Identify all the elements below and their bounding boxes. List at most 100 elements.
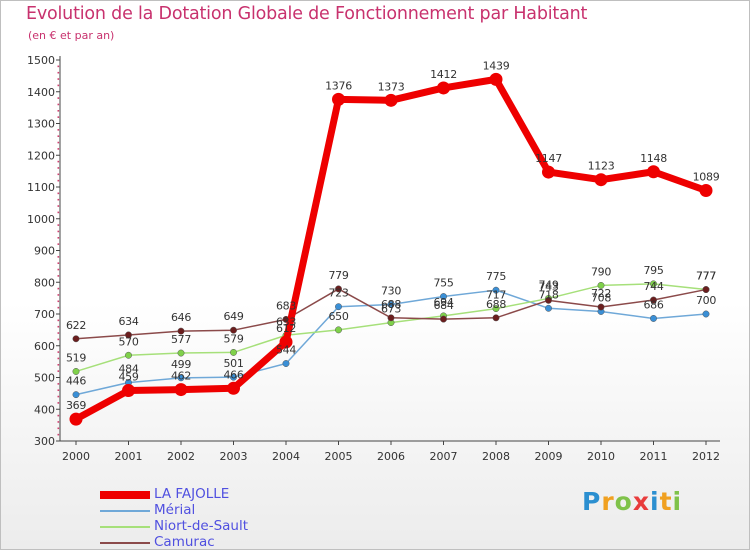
y-tick-label: 300 — [34, 435, 55, 448]
y-minor-tick — [57, 351, 60, 353]
y-tick-label: 900 — [34, 245, 55, 258]
data-point-la-fajolle — [489, 72, 503, 86]
y-minor-tick — [57, 402, 60, 404]
y-tick-label: 400 — [34, 403, 55, 416]
x-tick-label: 2005 — [325, 450, 353, 463]
y-minor-tick — [57, 160, 60, 163]
data-label-la-fajolle: 612 — [276, 322, 296, 335]
data-point-camurac — [177, 327, 185, 335]
data-label-m-rial: 544 — [276, 344, 296, 357]
data-label-camurac: 634 — [118, 315, 138, 328]
y-minor-tick — [57, 173, 60, 176]
data-point-niort-de-sault — [597, 281, 605, 289]
y-tick-label: 1300 — [27, 118, 55, 131]
y-minor-tick — [57, 427, 60, 430]
data-point-la-fajolle — [279, 335, 293, 349]
data-label-niort-de-sault: 673 — [381, 303, 401, 316]
data-point-m-rial — [335, 303, 342, 311]
y-minor-tick — [57, 237, 60, 239]
y-minor-tick — [57, 135, 60, 137]
data-point-la-fajolle — [699, 183, 713, 197]
x-tick-label: 2009 — [535, 450, 563, 463]
data-point-la-fajolle — [122, 384, 135, 398]
data-label-camurac: 684 — [433, 299, 453, 312]
data-point-m-rial — [545, 304, 552, 312]
data-label-niort-de-sault: 777 — [696, 270, 716, 283]
x-tick-label: 2006 — [377, 450, 405, 463]
data-point-niort-de-sault — [335, 326, 342, 334]
legend-label: LA FAJOLLE — [154, 486, 230, 502]
proxiti-logo: Proxiti — [582, 487, 683, 516]
data-point-la-fajolle — [437, 81, 450, 95]
data-point-camurac — [492, 314, 500, 322]
x-tick-label: 2011 — [640, 450, 668, 463]
data-label-m-rial: 686 — [643, 298, 663, 311]
y-minor-tick — [57, 383, 60, 385]
y-minor-tick — [57, 205, 60, 207]
data-point-m-rial — [72, 391, 80, 399]
legend-label: Niort-de-Sault — [154, 518, 249, 534]
y-tick-label: 1500 — [27, 54, 55, 67]
legend-label: Camurac — [154, 534, 215, 550]
data-point-m-rial — [387, 301, 395, 308]
x-tick-label: 2007 — [430, 450, 458, 463]
data-label-camurac: 649 — [223, 310, 243, 323]
data-label-m-rial: 484 — [118, 363, 138, 376]
data-point-niort-de-sault — [230, 348, 237, 356]
data-point-la-fajolle — [542, 165, 555, 179]
data-label-la-fajolle: 369 — [66, 399, 86, 412]
data-point-niort-de-sault — [650, 280, 657, 288]
data-point-niort-de-sault — [72, 368, 80, 375]
y-minor-tick — [57, 275, 60, 277]
data-point-camurac — [650, 296, 657, 304]
legend-swatch-niort-de-sault — [100, 526, 150, 528]
y-minor-tick — [57, 84, 60, 87]
data-label-m-rial: 718 — [538, 288, 558, 301]
y-minor-tick — [57, 421, 60, 423]
data-label-la-fajolle: 1123 — [588, 160, 615, 173]
y-minor-tick — [57, 300, 60, 303]
data-point-m-rial — [440, 293, 447, 300]
y-minor-tick — [57, 338, 60, 341]
data-label-m-rial: 755 — [433, 277, 453, 290]
data-point-niort-de-sault — [125, 351, 132, 359]
data-label-la-fajolle: 459 — [118, 371, 138, 384]
data-label-la-fajolle: 462 — [171, 370, 191, 383]
y-tick-label: 600 — [34, 340, 55, 353]
y-minor-tick — [57, 167, 60, 169]
data-point-m-rial — [177, 374, 185, 382]
y-minor-tick — [57, 262, 60, 264]
y-minor-tick — [57, 110, 60, 112]
data-label-la-fajolle: 466 — [223, 368, 243, 381]
data-label-niort-de-sault: 790 — [591, 265, 611, 278]
data-label-niort-de-sault: 579 — [223, 332, 243, 345]
data-point-m-rial — [492, 286, 500, 294]
y-minor-tick — [57, 211, 60, 214]
y-minor-tick — [57, 414, 60, 417]
y-minor-tick — [57, 97, 60, 99]
data-label-la-fajolle: 1412 — [430, 68, 457, 81]
data-point-camurac — [335, 285, 342, 293]
y-minor-tick — [57, 433, 60, 436]
y-minor-tick — [57, 179, 60, 182]
data-label-la-fajolle: 1376 — [325, 79, 352, 92]
data-label-camurac: 722 — [591, 287, 611, 300]
data-label-m-rial: 446 — [66, 375, 86, 388]
y-minor-tick — [57, 306, 60, 309]
data-label-m-rial: 499 — [171, 358, 191, 371]
data-label-niort-de-sault: 633 — [276, 315, 296, 328]
x-tick-label: 2008 — [482, 450, 510, 463]
x-tick-label: 2003 — [220, 450, 248, 463]
data-label-niort-de-sault: 795 — [643, 264, 663, 277]
y-minor-tick — [57, 287, 60, 290]
data-point-la-fajolle — [594, 173, 608, 187]
data-point-camurac — [72, 335, 80, 343]
y-minor-tick — [57, 268, 60, 271]
y-tick-label: 1000 — [27, 213, 55, 226]
data-label-la-fajolle: 1147 — [535, 152, 562, 165]
y-minor-tick — [57, 71, 60, 74]
data-label-niort-de-sault: 749 — [538, 278, 558, 291]
data-point-camurac — [702, 286, 710, 294]
y-minor-tick — [57, 294, 60, 296]
